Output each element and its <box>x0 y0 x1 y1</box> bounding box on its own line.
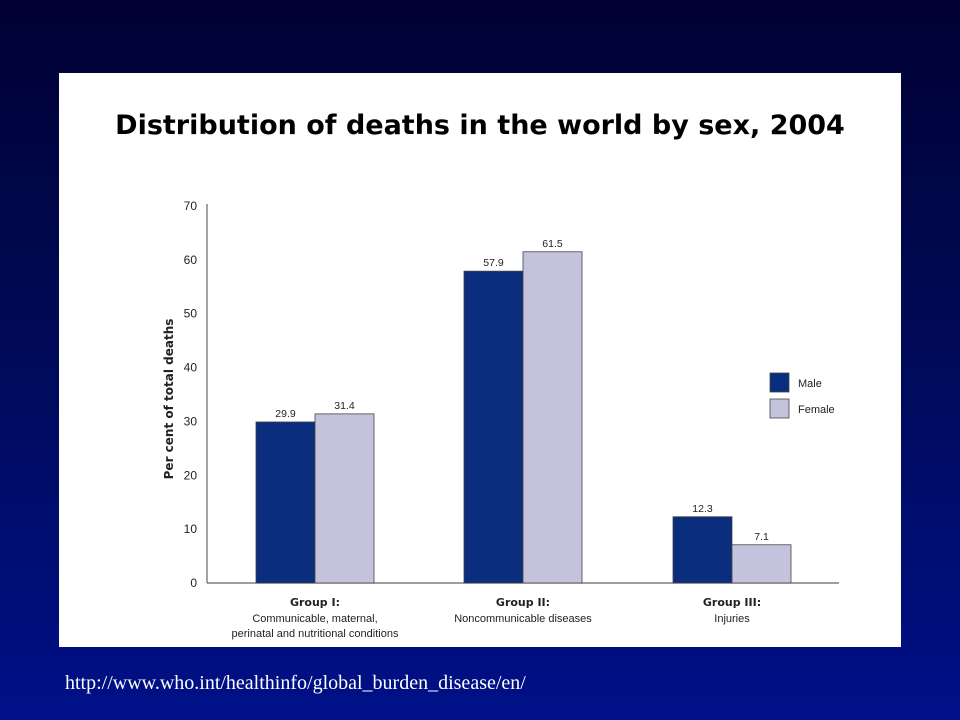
legend-swatch-male <box>769 372 790 393</box>
bar-male <box>255 421 316 584</box>
bar-male <box>463 270 524 584</box>
bar-value-label: 12.3 <box>692 503 713 515</box>
y-tick-label: 0 <box>190 576 197 590</box>
y-tick-label: 30 <box>184 414 198 428</box>
y-tick-label: 50 <box>184 307 198 321</box>
bars: 29.9 57.9 12.3 31.4 61.5 7.1 <box>255 238 792 584</box>
category-title: Group III: <box>703 596 761 609</box>
legend-label-male: Male <box>798 378 822 390</box>
bar-value-label: 31.4 <box>334 400 355 412</box>
y-tick-label: 10 <box>184 522 198 536</box>
bar-value-label: 57.9 <box>483 257 504 269</box>
category-description: Noncommunicable diseases <box>454 613 592 625</box>
chart-title: Distribution of deaths in the world by s… <box>115 110 845 141</box>
y-tick-label: 20 <box>184 468 198 482</box>
chart-svg: Distribution of deaths in the world by s… <box>115 110 845 640</box>
bar-female <box>522 251 583 584</box>
bar-male <box>672 516 733 584</box>
category-title: Group II: <box>496 596 550 609</box>
y-tick-label: 40 <box>184 361 198 375</box>
source-url-link[interactable]: http://www.who.int/healthinfo/global_bur… <box>65 672 526 694</box>
bar-value-label: 7.1 <box>754 531 769 543</box>
category-description: Injuries <box>714 613 750 625</box>
legend-label-female: Female <box>798 404 835 416</box>
legend-swatch-female <box>769 398 790 419</box>
legend: Male Female <box>769 372 835 419</box>
chart-panel: Distribution of deaths in the world by s… <box>59 73 901 647</box>
y-axis-label: Per cent of total deaths <box>162 319 176 480</box>
y-ticks: 0 10 20 30 40 50 60 70 <box>184 199 198 590</box>
y-tick-label: 60 <box>184 253 198 267</box>
bar-female <box>731 544 792 584</box>
bar-value-label: 61.5 <box>542 238 563 250</box>
category-title: Group I: <box>290 596 340 609</box>
y-tick-label: 70 <box>184 199 198 213</box>
bar-value-label: 29.9 <box>275 408 296 420</box>
category-description: Communicable, maternal, <box>252 613 377 625</box>
bar-female <box>314 413 375 584</box>
category-description: perinatal and nutritional conditions <box>232 628 399 640</box>
x-categories: Group I: Communicable, maternal, perinatal… <box>232 596 762 640</box>
